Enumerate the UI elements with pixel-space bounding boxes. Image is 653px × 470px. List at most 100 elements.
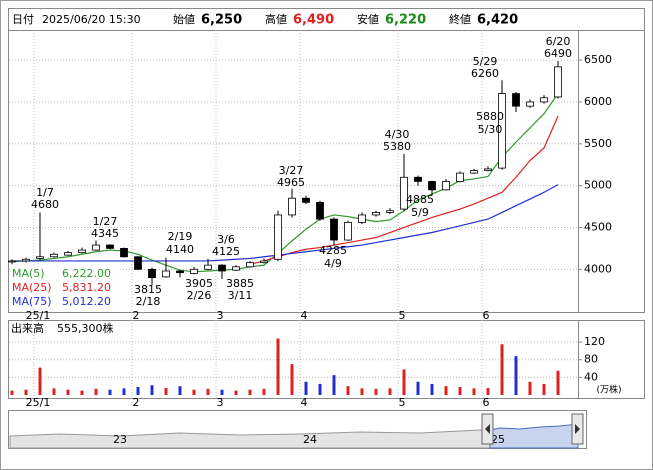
annotation-price: 4885 <box>406 193 434 206</box>
y-tick-label: 120 <box>584 335 605 348</box>
candle-body <box>22 258 30 262</box>
open-label: 始値 <box>173 12 195 26</box>
candle-body <box>456 172 464 182</box>
candle-body <box>78 249 86 253</box>
x-tick-label: 3 <box>217 309 224 322</box>
volume-bar <box>262 388 266 395</box>
close-value: 6,420 <box>477 13 518 28</box>
x-tick-label: 6 <box>483 309 490 322</box>
x-tick-label: 5 <box>399 309 406 322</box>
legend-name: MA(25) <box>12 281 52 294</box>
candle-body <box>386 210 394 213</box>
volume-bar <box>402 369 406 395</box>
volume-bar <box>416 381 420 395</box>
volume-bar <box>80 390 84 395</box>
volume-bar <box>248 389 252 395</box>
annotation-date: 2/26 <box>187 289 212 302</box>
volume-bar <box>472 388 476 395</box>
annotation-date: 3/6 <box>217 233 235 246</box>
volume-bar <box>332 375 336 395</box>
annotation-price: 6260 <box>471 67 499 80</box>
ma-line <box>11 93 559 273</box>
candle-body <box>8 260 16 263</box>
volume-bar <box>178 386 182 395</box>
volume-bar <box>150 385 154 395</box>
volume-bar <box>374 388 378 395</box>
y-tick-label: 40 <box>584 370 598 383</box>
annotation-date: 1/27 <box>93 215 118 228</box>
legend-name: MA(5) <box>12 267 45 280</box>
open-value: 6,250 <box>201 13 242 28</box>
annotation-date: 5/29 <box>473 55 498 68</box>
x-tick-label: 25/1 <box>26 309 51 322</box>
volume-bar <box>318 383 322 395</box>
candle-body <box>232 266 240 271</box>
volume-bar <box>94 388 98 395</box>
ma-legend: MA(5) 6,222.00 MA(25) 5,831.20 MA(75) 5,… <box>10 267 118 309</box>
legend-name: MA(75) <box>12 295 52 308</box>
x-tick-label: 25/1 <box>26 396 51 409</box>
volume-bar <box>486 387 490 395</box>
annotation-price: 3885 <box>226 277 254 290</box>
annotation-date: 5/9 <box>411 206 429 219</box>
volume-legend-box <box>9 321 119 335</box>
candle-body <box>330 218 338 241</box>
annotation-price: 4125 <box>212 245 240 258</box>
x-tick-label: 3 <box>217 396 224 409</box>
date: 2025/06/20 15:30 <box>42 13 141 26</box>
low-label: 安値 <box>357 12 379 26</box>
candle-body <box>540 97 548 103</box>
candle-body <box>50 253 58 258</box>
volume-bar <box>290 364 294 395</box>
volume-bar <box>38 367 42 395</box>
volume-bar <box>108 389 112 395</box>
legend-value: 6,222.00 <box>62 267 111 280</box>
annotation-date: 4/30 <box>385 128 410 141</box>
volume-label: 出来高 <box>11 321 44 335</box>
candle-body <box>512 93 520 107</box>
annotation-price: 4965 <box>277 176 305 189</box>
volume-bar <box>24 389 28 395</box>
candle-body <box>148 268 156 279</box>
candle-body <box>372 212 380 216</box>
annotation-price: 4345 <box>91 227 119 240</box>
x-tick-label: 6 <box>483 396 490 409</box>
y-tick-label: 6500 <box>584 53 612 66</box>
volume-bar <box>360 388 364 395</box>
candle-body <box>134 256 142 270</box>
legend-value: 5,012.20 <box>62 295 111 308</box>
legend-value: 5,831.20 <box>62 281 111 294</box>
candle-body <box>190 268 198 274</box>
price-panel <box>8 30 645 313</box>
volume-bar <box>220 389 224 395</box>
annotation-date: 2/19 <box>168 230 193 243</box>
volume-bar <box>52 388 56 395</box>
candle-body <box>64 252 72 256</box>
navigator-range <box>489 423 579 449</box>
date-label: 日付 <box>12 13 34 26</box>
candle-body <box>176 270 184 274</box>
candle-body <box>106 244 114 249</box>
volume-bar <box>122 388 126 395</box>
volume-bar <box>556 370 560 395</box>
x-tick-label: 2 <box>133 396 140 409</box>
volume-bar <box>136 387 140 395</box>
candle-body <box>288 197 296 216</box>
annotation-price: 6490 <box>544 47 572 60</box>
x-tick-label: 2 <box>133 309 140 322</box>
y-tick-label: 5000 <box>584 179 612 192</box>
candle-body <box>218 264 226 272</box>
annotation-price: 4285 <box>319 244 347 257</box>
candle-body <box>260 260 268 264</box>
volume-bar <box>206 388 210 395</box>
candle-body <box>162 270 170 278</box>
candle-body <box>316 201 324 220</box>
candle-body <box>554 66 562 98</box>
candle-body <box>498 93 506 169</box>
volume-bar <box>346 386 350 395</box>
volume-bar <box>388 388 392 395</box>
high-label: 高値 <box>265 12 287 26</box>
x-tick-label: 4 <box>301 309 308 322</box>
ma-line <box>249 115 559 265</box>
